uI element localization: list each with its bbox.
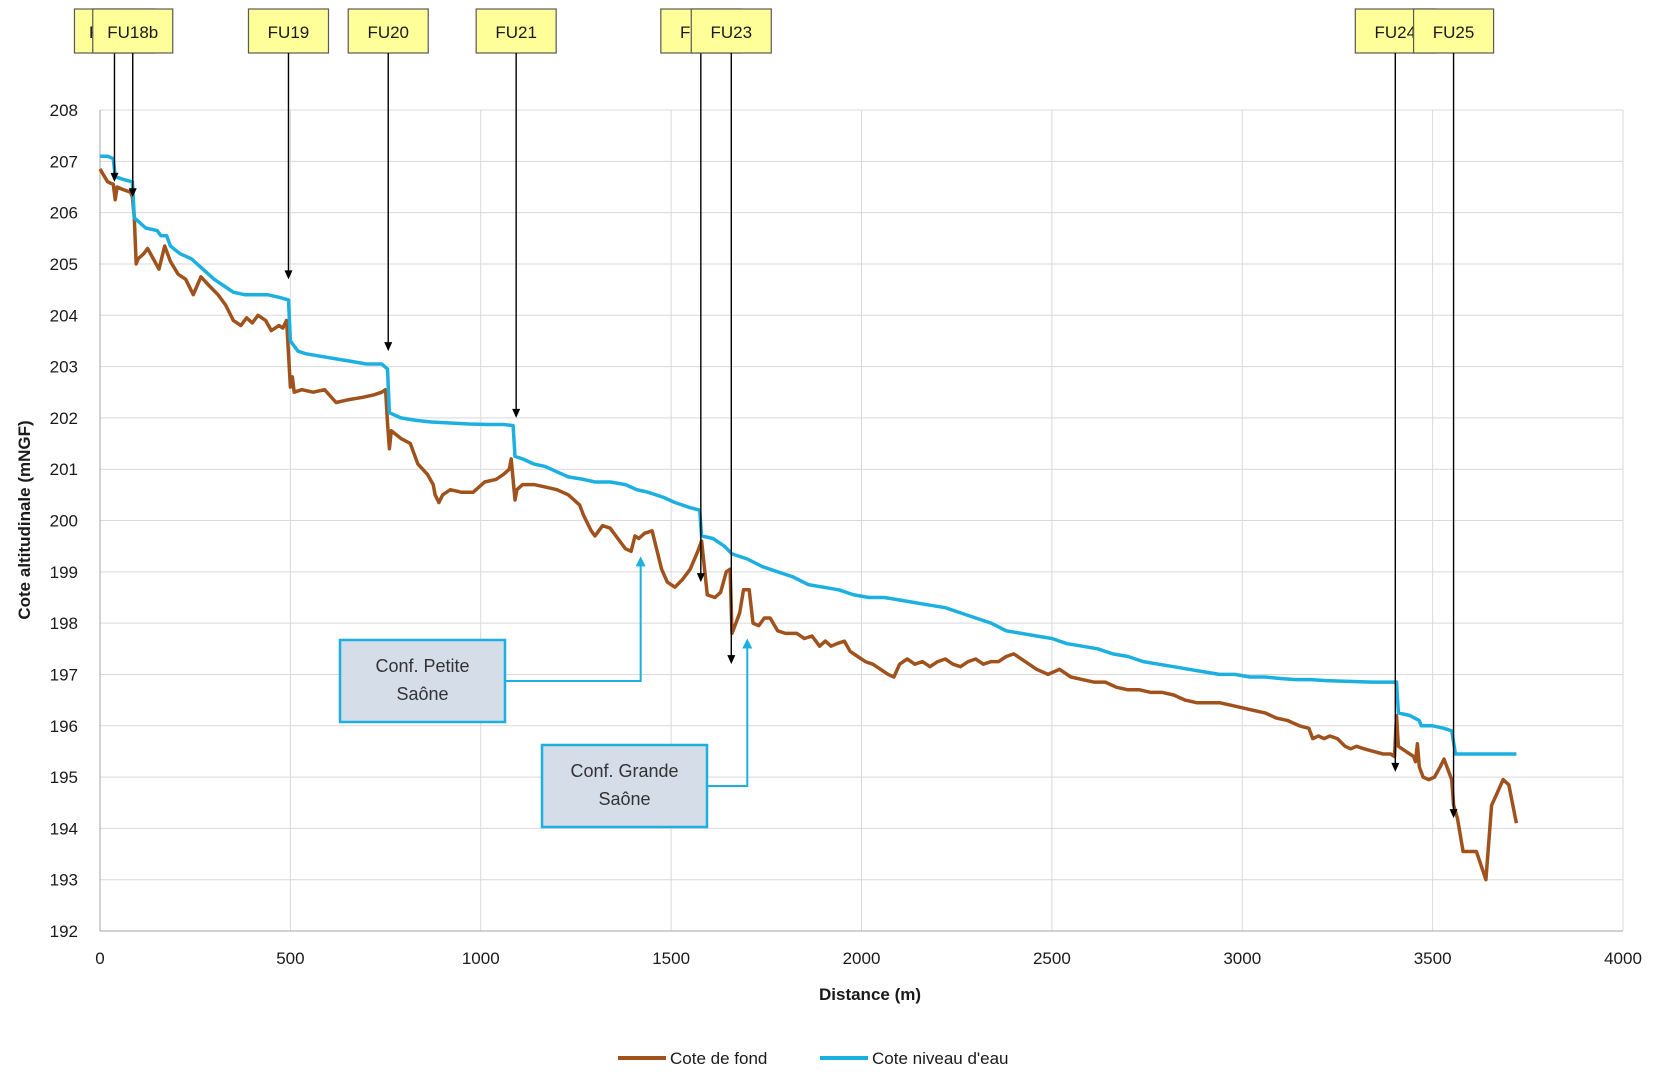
marker-label: FU21 xyxy=(495,23,537,42)
legend-label: Cote de fond xyxy=(670,1049,767,1068)
y-tick-label: 201 xyxy=(50,460,78,479)
y-tick-label: 203 xyxy=(50,358,78,377)
x-tick-label: 4000 xyxy=(1604,949,1642,968)
marker-fu20: FU20 xyxy=(347,8,429,352)
annotation-conf-petite-saone: Conf. Petite Saône xyxy=(338,556,646,724)
y-tick-label: 196 xyxy=(50,717,78,736)
annotation-text: Saône xyxy=(396,684,448,704)
marker-arrow-head xyxy=(696,573,705,583)
marker-label: FU20 xyxy=(367,23,409,42)
y-axis: 192 193 194 195 196 197 198 199 200 201 202 203 204 2… xyxy=(50,101,78,941)
series-line-cote-de-fond xyxy=(98,168,1519,882)
marker-fu22: FU22 xyxy=(660,8,742,583)
marker-label: FU25 xyxy=(1433,23,1475,42)
marker-box xyxy=(1412,8,1495,54)
x-tick-label: 3000 xyxy=(1223,949,1261,968)
annotation-arrow-head xyxy=(742,638,753,649)
annotation-connector xyxy=(707,646,749,787)
marker-label: FU23 xyxy=(710,23,752,42)
x-tick-label: 0 xyxy=(95,949,104,968)
y-axis-title: Cote altitudinale (mNGF) xyxy=(15,420,34,619)
marker-arrow-head xyxy=(128,188,137,198)
marker-arrow-head xyxy=(1449,809,1458,819)
marker-arrow-head xyxy=(512,408,521,418)
marker-fu23: FU23 xyxy=(690,8,772,665)
annotation-text: Conf. Grande xyxy=(570,761,678,781)
marker-box xyxy=(347,8,429,54)
annotation-arrow-head xyxy=(635,556,646,567)
marker-arrow-head xyxy=(284,270,293,280)
annotation-text: Conf. Petite xyxy=(375,656,469,676)
series-line-cote-niveau-eau xyxy=(100,154,1517,756)
y-tick-label: 207 xyxy=(50,152,78,171)
grid xyxy=(99,109,1624,932)
y-tick-label: 194 xyxy=(50,819,78,838)
series-group xyxy=(98,154,1519,882)
y-tick-label: 198 xyxy=(50,614,78,633)
x-axis-title: Distance (m) xyxy=(819,985,921,1004)
legend-item-cote-niveau-eau: Cote niveau d'eau xyxy=(820,1049,1009,1068)
y-tick-label: 195 xyxy=(50,768,78,787)
legend-label: Cote niveau d'eau xyxy=(872,1049,1009,1068)
marker-arrow-head xyxy=(110,172,119,182)
y-tick-label: 200 xyxy=(50,512,78,531)
marker-box xyxy=(247,8,330,54)
annotation-box xyxy=(540,743,709,829)
marker-box xyxy=(690,8,772,54)
marker-fu21: FU21 xyxy=(475,8,557,418)
marker-fu18b: FU18b xyxy=(92,8,174,198)
annotation-group: Conf. Petite Saône Conf. Grande Saône xyxy=(338,556,753,829)
marker-label: FU18b xyxy=(107,23,158,42)
marker-arrow-head xyxy=(727,655,736,665)
y-tick-label: 205 xyxy=(50,255,78,274)
y-tick-label: 197 xyxy=(50,665,78,684)
marker-label: FU24 xyxy=(1375,23,1417,42)
marker-arrow-head xyxy=(1391,762,1400,772)
y-tick-label: 206 xyxy=(50,204,78,223)
x-tick-label: 2000 xyxy=(843,949,881,968)
x-tick-label: 3500 xyxy=(1414,949,1452,968)
legend-item-cote-de-fond: Cote de fond xyxy=(618,1049,767,1068)
y-tick-label: 208 xyxy=(50,101,78,120)
x-tick-label: 1000 xyxy=(462,949,500,968)
y-tick-label: 204 xyxy=(50,306,78,325)
marker-fu24: FU24 xyxy=(1354,8,1436,772)
marker-box xyxy=(92,8,174,54)
annotation-text: Saône xyxy=(598,789,650,809)
marker-group: FU18aFU18bFU19FU20FU21FU22FU23FU24FU25 xyxy=(73,8,1495,819)
marker-arrow-head xyxy=(384,342,393,352)
y-tick-label: 199 xyxy=(50,563,78,582)
x-tick-label: 2500 xyxy=(1033,949,1071,968)
x-axis: 0 500 1000 1500 2000 2500 3000 3500 4000 xyxy=(95,949,1642,968)
legend: Cote de fond Cote niveau d'eau xyxy=(618,1049,1009,1068)
x-tick-label: 500 xyxy=(276,949,304,968)
annotation-conf-grande-saone: Conf. Grande Saône xyxy=(540,638,753,829)
annotation-box xyxy=(338,638,507,724)
marker-label: FU19 xyxy=(268,23,310,42)
y-tick-label: 193 xyxy=(50,871,78,890)
annotation-connector xyxy=(505,564,642,682)
marker-box xyxy=(475,8,557,54)
y-tick-label: 192 xyxy=(50,922,78,941)
marker-fu25: FU25 xyxy=(1412,8,1495,819)
x-tick-label: 1500 xyxy=(652,949,690,968)
marker-fu19: FU19 xyxy=(247,8,330,280)
y-tick-label: 202 xyxy=(50,409,78,428)
